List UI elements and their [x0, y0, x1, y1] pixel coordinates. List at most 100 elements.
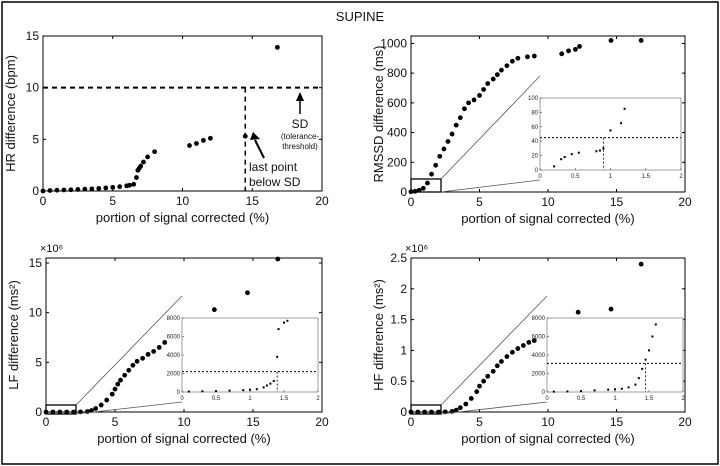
inset-data-point [553, 165, 556, 168]
sd-label: SD [292, 117, 309, 131]
y-multiplier: ×10⁶ [40, 243, 63, 255]
data-point [112, 386, 118, 392]
inset-data-point [651, 335, 654, 338]
data-point [50, 409, 56, 415]
y-tick-label: 2.5 [390, 251, 407, 265]
sd-sub-label: (tolerance- [281, 132, 320, 141]
data-point [481, 87, 487, 92]
last-point-label: below SD [249, 175, 301, 189]
inset-data-point [634, 383, 637, 386]
y-tick-label: 15 [29, 256, 43, 270]
data-point [504, 354, 510, 359]
inset-data-point [644, 358, 647, 361]
data-point [463, 401, 469, 407]
data-point [477, 383, 482, 389]
data-point [151, 348, 157, 354]
data-point [412, 188, 418, 194]
inset-data-point [648, 349, 650, 352]
y-axis-label: LF difference (ms²) [6, 280, 21, 390]
inset-data-point [641, 367, 644, 370]
data-point [471, 97, 477, 103]
inset-data-point [228, 389, 231, 392]
inset-y-tick-label: 2000 [532, 372, 546, 378]
inset-data-point [560, 158, 563, 161]
inset-data-point [266, 384, 268, 387]
data-point [453, 122, 459, 128]
data-point [61, 187, 67, 193]
data-point [457, 405, 463, 411]
inset-x-tick-label: 0 [538, 174, 542, 180]
zoom-source-box [45, 404, 77, 415]
x-axis-label: portion of signal corrected (%) [461, 431, 634, 446]
data-point [577, 44, 582, 49]
data-point [245, 290, 250, 296]
x-axis-label: portion of signal corrected (%) [97, 431, 270, 446]
inset-x-tick-label: 0 [180, 396, 184, 402]
data-point [118, 377, 123, 383]
inset-data-point [187, 390, 190, 393]
inset-data-point [623, 107, 626, 110]
data-point [526, 339, 532, 345]
inset-y-tick-label: 8000 [167, 316, 181, 322]
data-point [162, 340, 168, 345]
inset-data-point [249, 388, 251, 391]
inset-data-point [620, 122, 623, 125]
y-tick-label: 800 [387, 66, 407, 80]
inset-data-point [286, 319, 289, 322]
last-point-arrow [254, 139, 265, 159]
inset-data-point [654, 323, 657, 326]
data-point [47, 188, 53, 193]
inset-y-tick-label: 2000 [167, 372, 181, 378]
data-point [638, 38, 644, 43]
inset-x-tick-label: 0.5 [571, 174, 580, 180]
data-point [485, 373, 491, 379]
inset-data-point [283, 321, 285, 324]
data-point [98, 402, 104, 408]
inset-data-point [614, 388, 616, 391]
x-tick-label: 20 [315, 415, 329, 429]
inset-data-point [215, 390, 217, 393]
data-point [531, 53, 537, 59]
inset-data-point [577, 151, 580, 154]
data-point [104, 397, 110, 403]
data-point [422, 409, 428, 415]
data-point [75, 187, 81, 192]
data-point [638, 261, 644, 267]
inset-x-tick-label: 1.5 [645, 396, 654, 402]
data-point [115, 381, 121, 387]
data-point [429, 171, 434, 177]
figure-title: SUPINE [336, 9, 385, 24]
data-point [134, 175, 139, 180]
data-point [499, 359, 504, 364]
inset-frame [181, 317, 319, 393]
y-tick-label: 1 [400, 343, 407, 357]
data-point [187, 143, 192, 148]
x-tick-label: 5 [109, 194, 116, 208]
y-tick-label: 15 [26, 29, 40, 43]
panel-hr: 0 5 10 15 20 0 5 10 15 portion of signal correcte… [3, 29, 329, 225]
data-point [566, 48, 571, 54]
data-point [134, 358, 140, 364]
y-tick-label: 5 [35, 355, 42, 369]
inset-data-point [609, 129, 612, 132]
inset-x-tick-label: 0.5 [212, 396, 221, 402]
data-point [425, 180, 430, 186]
inset-data-point [607, 388, 610, 391]
inset-x-tick-label: 2 [679, 174, 683, 180]
inset-data-point [277, 328, 280, 331]
inset-y-tick-label: 8000 [532, 316, 546, 322]
inset-data-point [269, 382, 272, 385]
zoom-connector [440, 401, 548, 415]
data-point [515, 346, 521, 351]
data-point [490, 76, 496, 82]
data-point [525, 54, 530, 60]
data-point [420, 185, 426, 191]
inset-x-tick-label: 2 [316, 396, 320, 402]
data-point [122, 372, 128, 378]
data-point [201, 137, 206, 143]
inset-y-tick-label: 0 [177, 390, 181, 396]
x-tick-label: 15 [610, 195, 624, 209]
last-point-arrow-head [250, 132, 260, 140]
data-point [433, 162, 439, 168]
